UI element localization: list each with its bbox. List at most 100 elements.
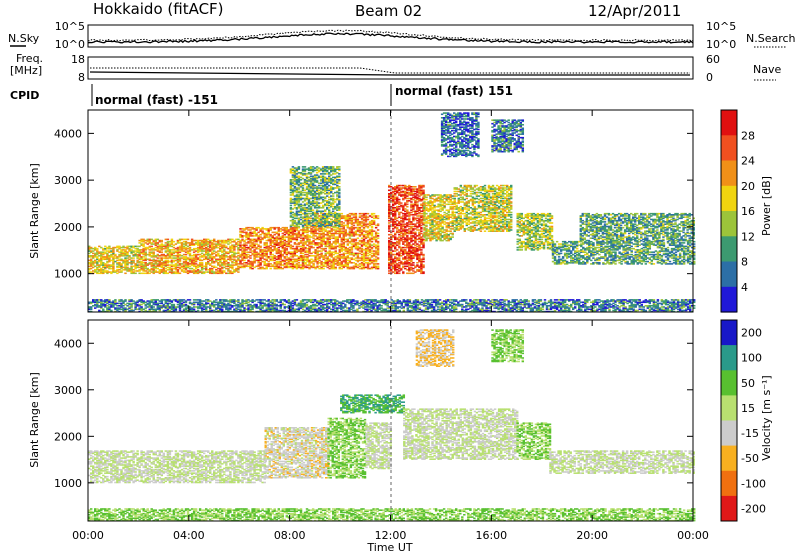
echo-cell bbox=[322, 228, 324, 230]
cpid-mode-1: normal (fast) -151 bbox=[95, 93, 218, 107]
echo-cell bbox=[142, 262, 144, 264]
echo-cell bbox=[353, 225, 355, 227]
echo-cell bbox=[420, 219, 422, 221]
echo-cell bbox=[408, 237, 410, 239]
echo-cell bbox=[377, 244, 379, 246]
echo-cell bbox=[420, 251, 422, 253]
echo-cell bbox=[298, 226, 300, 228]
echo-cell bbox=[298, 262, 300, 264]
echo-cell bbox=[420, 247, 422, 249]
echo-cell bbox=[165, 270, 167, 272]
echo-cell bbox=[249, 227, 251, 229]
echo-cell bbox=[116, 266, 118, 268]
echo-cell bbox=[225, 263, 227, 265]
echo-cell bbox=[410, 201, 412, 203]
echo-cell bbox=[359, 253, 361, 255]
echo-cell bbox=[298, 218, 300, 220]
echo-cell bbox=[338, 176, 340, 178]
echo-cell bbox=[338, 213, 340, 215]
echo-cell bbox=[332, 195, 334, 197]
echo-cell bbox=[420, 199, 422, 201]
echo-cell bbox=[396, 227, 398, 229]
echo-cell bbox=[237, 271, 239, 273]
echo-cell bbox=[114, 254, 116, 256]
echo-cell bbox=[388, 225, 390, 227]
echo-cell bbox=[213, 271, 215, 273]
echo-cell bbox=[290, 205, 292, 207]
noise-sky-line bbox=[88, 33, 693, 43]
echo-cell bbox=[359, 257, 361, 259]
echo-cell bbox=[334, 184, 336, 186]
noise-search-label: N.Search bbox=[746, 32, 796, 45]
echo-cell bbox=[338, 168, 340, 170]
echo-cell bbox=[308, 239, 310, 241]
echo-cell bbox=[396, 190, 398, 192]
echo-cell bbox=[359, 215, 361, 217]
echo-cell bbox=[201, 253, 203, 255]
echo-cell bbox=[302, 253, 304, 255]
echo-cell bbox=[425, 199, 427, 201]
echo-cell bbox=[371, 260, 373, 262]
echo-cell bbox=[431, 201, 433, 203]
echo-cell bbox=[165, 239, 167, 241]
echo-cell bbox=[189, 257, 191, 259]
echo-cell bbox=[335, 267, 337, 269]
echo-cell bbox=[347, 239, 349, 241]
echo-cell bbox=[408, 185, 410, 187]
echo-cell bbox=[359, 234, 361, 236]
echo-cell bbox=[359, 266, 361, 268]
echo-cell bbox=[249, 251, 251, 253]
echo-cell bbox=[338, 195, 340, 197]
echo-cell bbox=[153, 240, 155, 242]
echo-cell bbox=[420, 185, 422, 187]
echo-cell bbox=[274, 255, 276, 257]
echo-cell bbox=[359, 263, 361, 265]
echo-cell bbox=[128, 262, 130, 264]
echo-cell bbox=[408, 200, 410, 202]
echo-cell bbox=[201, 240, 203, 242]
echo-cell bbox=[225, 268, 227, 270]
echo-cell bbox=[298, 211, 300, 213]
echo-cell bbox=[322, 188, 324, 190]
echo-cell bbox=[328, 209, 330, 211]
echo-cell bbox=[213, 253, 215, 255]
echo-cell bbox=[422, 185, 424, 187]
echo-cell bbox=[128, 268, 130, 270]
echo-cell bbox=[396, 249, 398, 251]
echo-cell bbox=[298, 184, 300, 186]
echo-cell bbox=[213, 243, 215, 245]
echo-cell bbox=[298, 176, 300, 178]
echo-cell bbox=[177, 240, 179, 242]
station-title: Hokkaido (fitACF) bbox=[93, 0, 224, 18]
echo-cell bbox=[320, 253, 322, 255]
echo-cell bbox=[406, 204, 408, 206]
echo-cell bbox=[388, 190, 390, 192]
echo-cell bbox=[322, 248, 324, 250]
echo-cell bbox=[261, 227, 263, 229]
echo-cell bbox=[422, 257, 424, 259]
echo-cell bbox=[104, 263, 106, 265]
echo-cell bbox=[298, 187, 300, 189]
echo-cell bbox=[325, 248, 327, 250]
echo-cell bbox=[104, 256, 106, 258]
echo-cell bbox=[322, 176, 324, 178]
echo-cell bbox=[312, 263, 314, 265]
echo-cell bbox=[371, 216, 373, 218]
echo-cell bbox=[298, 191, 300, 193]
power-panel: 1000200030004000 Slant Range [km] 481216… bbox=[28, 110, 773, 313]
echo-cell bbox=[304, 166, 306, 168]
freq-left-tick-top: 18 bbox=[71, 53, 85, 66]
echo-cell bbox=[132, 260, 134, 262]
echo-cell bbox=[284, 239, 286, 241]
echo-cell bbox=[396, 220, 398, 222]
echo-cell bbox=[286, 259, 288, 261]
echo-cell bbox=[116, 246, 118, 248]
echo-cell bbox=[334, 214, 336, 216]
echo-cell bbox=[359, 240, 361, 242]
echo-cell bbox=[104, 248, 106, 250]
echo-cell bbox=[420, 227, 422, 229]
echo-cell bbox=[422, 254, 424, 256]
echo-cell bbox=[310, 255, 312, 257]
echo-cell bbox=[334, 180, 336, 182]
echo-cell bbox=[425, 197, 427, 199]
